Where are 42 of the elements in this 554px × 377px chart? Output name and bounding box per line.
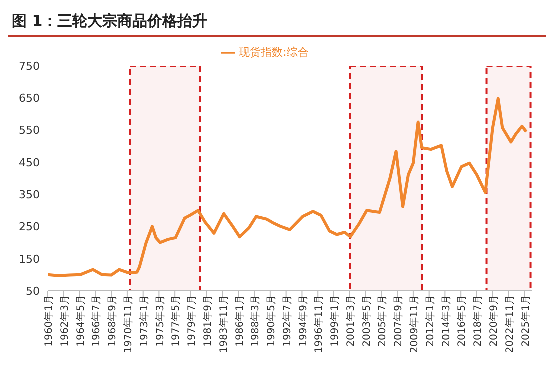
x-tick-label: 1999年1月	[329, 295, 342, 347]
x-tick-label: 1996年11月	[313, 295, 326, 354]
x-tick-label: 2001年3月	[344, 295, 357, 347]
x-tick-label: 2009年11月	[408, 295, 421, 354]
x-tick-label: 1992年7月	[281, 295, 294, 347]
x-tick-label: 1977年5月	[170, 295, 182, 347]
x-tick-label: 2014年3月	[440, 295, 452, 347]
x-tick-label: 2016年5月	[456, 295, 468, 347]
x-tick-label: 2020年9月	[488, 295, 500, 347]
y-tick-label: 250	[19, 220, 40, 234]
x-tick-label: 1973年1月	[138, 295, 150, 347]
x-tick-label: 1970年11月	[122, 295, 135, 354]
y-tick-label: 150	[19, 252, 40, 266]
y-tick-label: 550	[19, 124, 40, 138]
x-tick-label: 1981年9月	[202, 295, 214, 347]
y-tick-label: 650	[19, 92, 40, 106]
x-tick-label: 2025年1月	[520, 295, 532, 347]
x-tick-label: 2012年1月	[424, 295, 436, 347]
y-tick-label: 750	[19, 60, 40, 73]
x-tick-label: 1968年9月	[106, 295, 119, 347]
x-tick-label: 1994年9月	[297, 295, 310, 347]
x-tick-label: 1964年5月	[74, 295, 87, 347]
x-tick-label: 1979年7月	[186, 295, 198, 347]
y-tick-label: 350	[19, 188, 40, 202]
x-tick-label: 2003年5月	[360, 295, 373, 347]
x-tick-label: 1962年3月	[58, 295, 71, 347]
x-tick-label: 2022年11月	[504, 295, 516, 354]
x-tick-label: 1988年3月	[250, 295, 262, 347]
x-tick-label: 1990年5月	[266, 295, 278, 347]
x-tick-label: 2018年7月	[472, 295, 484, 347]
chart-title: 图 1：三轮大宗商品价格抬升	[8, 8, 546, 37]
y-tick-label: 450	[19, 156, 40, 170]
x-tick-label: 2007年9月	[392, 295, 405, 347]
x-tick-label: 1986年1月	[234, 295, 246, 347]
x-tick-label: 1966年7月	[90, 295, 103, 347]
line-series	[48, 97, 528, 278]
x-tick-label: 2005年7月	[376, 295, 389, 347]
x-tick-label: 1983年11月	[218, 295, 230, 354]
x-tick-label: 1960年1月	[43, 295, 56, 347]
legend-label: 现货指数:综合	[239, 46, 309, 59]
y-tick-label: 50	[26, 284, 40, 298]
x-tick-label: 1975年3月	[154, 295, 166, 347]
